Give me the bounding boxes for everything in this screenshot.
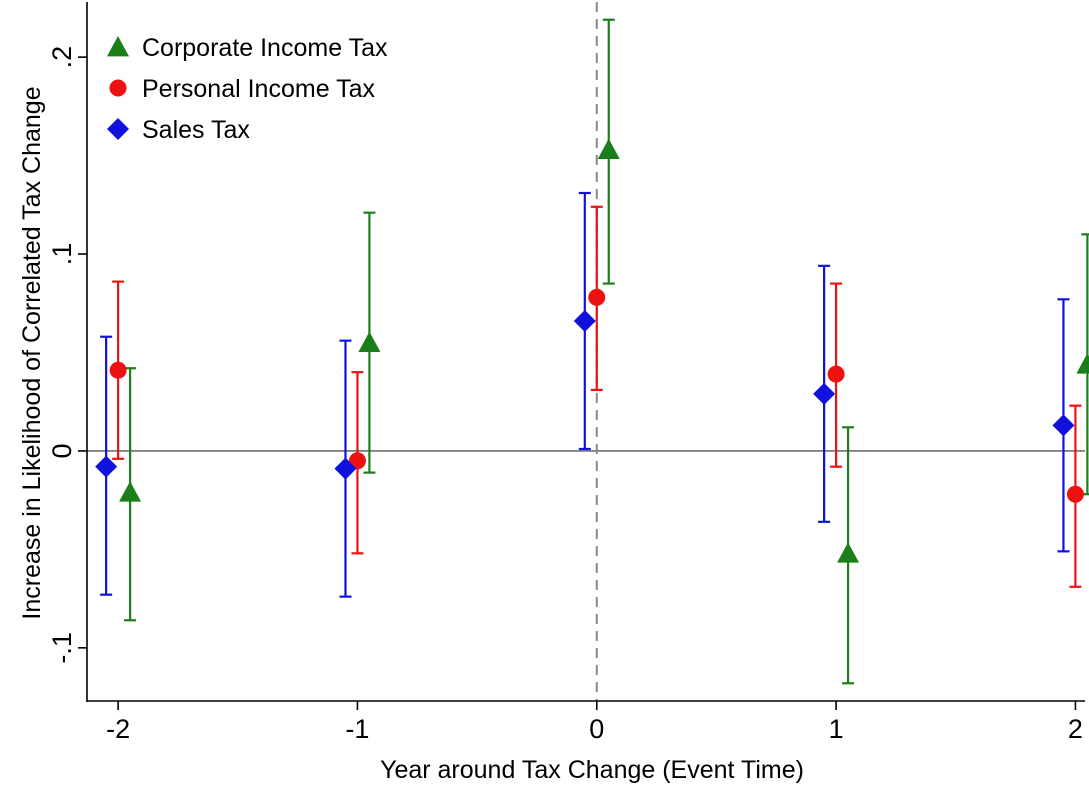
legend-marker-personal-income-tax <box>109 79 127 97</box>
plot-series <box>95 18 1089 685</box>
corporate-income-tax-point <box>837 542 860 563</box>
corporate-income-tax-point <box>1076 353 1089 374</box>
x-tick-label: -2 <box>106 714 130 744</box>
personal-income-tax-point <box>827 365 845 383</box>
x-tick-label: 2 <box>1068 714 1083 744</box>
x-tick-label: 0 <box>589 714 604 744</box>
sales-tax-point <box>813 382 836 405</box>
legend-label-sales-tax: Sales Tax <box>142 116 250 144</box>
legend-marker-corporate-income-tax <box>107 36 129 57</box>
legend-label-personal-income-tax: Personal Income Tax <box>142 75 375 103</box>
y-tick-label: 0 <box>47 443 77 458</box>
sales-tax-point <box>95 455 118 478</box>
legend-marker-sales-tax <box>107 118 129 140</box>
y-tick-label: -.1 <box>47 632 77 664</box>
x-axis-label: Year around Tax Change (Event Time) <box>380 756 804 784</box>
corporate-income-tax-point <box>597 138 620 160</box>
sales-tax-point <box>573 309 596 332</box>
sales-tax-point <box>1052 414 1075 437</box>
x-tick-label: 1 <box>829 714 844 744</box>
y-axis-label: Increase in Likelihood of Correlated Tax… <box>18 86 46 619</box>
x-tick-label: -1 <box>345 714 369 744</box>
legend: Corporate Income Tax Personal Income Tax S… <box>107 34 388 144</box>
sales-tax-point <box>334 457 357 480</box>
legend-label-corporate-income-tax: Corporate Income Tax <box>142 34 388 62</box>
personal-income-tax-series <box>109 205 1084 588</box>
personal-income-tax-point <box>1066 485 1084 503</box>
personal-income-tax-point <box>109 361 127 379</box>
corporate-income-tax-series <box>119 18 1089 685</box>
sales-tax-series <box>95 191 1075 598</box>
corporate-income-tax-point <box>119 481 142 502</box>
y-tick-label: .2 <box>47 46 77 69</box>
personal-income-tax-point <box>348 452 366 470</box>
corporate-income-tax-point <box>358 331 381 352</box>
personal-income-tax-point <box>588 288 606 306</box>
axes: -2 -1 0 1 2 -.1 0 .1 .2 <box>47 2 1085 744</box>
y-tick-label: .1 <box>47 243 77 266</box>
